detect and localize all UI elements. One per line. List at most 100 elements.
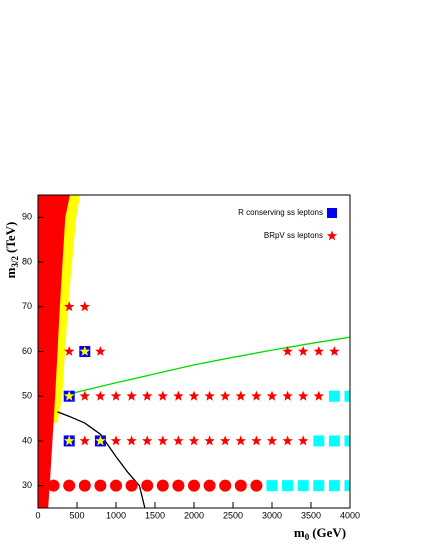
circle-marker <box>47 479 60 492</box>
star-marker <box>251 390 262 401</box>
star-marker <box>173 390 184 401</box>
circle-marker <box>156 479 169 492</box>
contour-line <box>57 411 146 508</box>
y-tick-label: 60 <box>22 346 32 356</box>
x-label-sub: 0 <box>305 532 310 542</box>
circle-marker <box>78 479 91 492</box>
square-marker <box>328 480 340 492</box>
y-label-unit: (TeV) <box>3 222 18 253</box>
y-tick-label: 80 <box>22 256 32 266</box>
y-label-sub: 3/2 <box>10 255 20 267</box>
star-marker <box>313 346 324 356</box>
star-marker <box>79 346 90 356</box>
x-tick-label: 0 <box>35 510 40 520</box>
star-marker <box>79 435 90 446</box>
x-tick-label: 3500 <box>301 510 321 520</box>
star-marker <box>220 435 231 446</box>
y-axis-label: m3/2 (TeV) <box>3 222 20 279</box>
legend-marker <box>326 230 338 241</box>
square-marker <box>328 435 340 447</box>
star-marker <box>313 390 324 401</box>
square-marker <box>282 480 294 492</box>
star-marker <box>157 390 168 401</box>
star-marker <box>64 390 75 401</box>
square-marker <box>328 390 340 402</box>
star-marker <box>266 435 278 446</box>
circle-marker <box>234 479 247 492</box>
star-marker <box>173 435 184 446</box>
square-marker <box>297 480 309 492</box>
star-marker <box>126 390 137 401</box>
legend-marker <box>327 208 337 218</box>
star-marker <box>282 390 293 401</box>
x-tick-label: 1500 <box>145 510 165 520</box>
star-marker <box>142 435 153 446</box>
square-marker <box>344 480 350 492</box>
star-marker <box>110 390 122 401</box>
x-tick-label: 3000 <box>262 510 282 520</box>
legend-label: R conserving ss leptons <box>238 208 323 217</box>
star-marker <box>157 435 168 446</box>
circle-marker <box>188 479 200 492</box>
star-marker <box>329 346 340 356</box>
contour-line <box>69 336 350 395</box>
y-tick-label: 40 <box>22 435 32 445</box>
star-marker <box>298 346 309 356</box>
x-label-main: m <box>294 525 305 540</box>
x-tick-label: 2500 <box>223 510 243 520</box>
star-marker <box>204 435 215 446</box>
star-marker <box>110 435 122 446</box>
star-marker <box>64 346 75 356</box>
star-marker <box>79 301 90 312</box>
star-marker <box>251 435 262 446</box>
star-marker <box>142 390 153 401</box>
circle-marker <box>219 479 232 492</box>
excluded-region <box>38 195 70 508</box>
x-label-unit: (GeV) <box>312 525 346 540</box>
x-tick-label: 500 <box>69 510 84 520</box>
star-marker <box>95 435 106 446</box>
star-marker <box>266 390 278 401</box>
square-marker <box>344 390 350 402</box>
y-tick-label: 50 <box>22 391 32 401</box>
circle-marker <box>110 479 122 492</box>
circle-marker <box>94 479 107 492</box>
star-marker <box>64 435 75 446</box>
circle-marker <box>250 479 263 492</box>
legend-label: BRpV ss leptons <box>264 231 323 240</box>
star-marker <box>298 390 309 401</box>
y-tick-label: 30 <box>22 480 32 490</box>
y-tick-label: 90 <box>22 212 32 222</box>
star-marker <box>220 390 231 401</box>
x-tick-label: 4000 <box>340 510 360 520</box>
y-tick-label: 70 <box>22 301 32 311</box>
star-marker <box>298 435 309 446</box>
star-marker <box>64 301 75 312</box>
star-marker <box>204 390 215 401</box>
square-marker <box>266 480 278 492</box>
star-marker <box>79 390 90 401</box>
star-marker <box>95 390 106 401</box>
star-marker <box>188 390 200 401</box>
star-marker <box>235 435 246 446</box>
x-axis-label: m0 (GeV) <box>294 525 346 542</box>
star-marker <box>126 435 137 446</box>
x-tick-label: 2000 <box>184 510 204 520</box>
square-marker <box>344 435 350 447</box>
star-marker <box>282 346 293 356</box>
star-marker <box>282 435 293 446</box>
star-marker <box>95 346 106 356</box>
circle-marker <box>63 479 76 492</box>
square-marker <box>313 480 325 492</box>
circle-marker <box>125 479 138 492</box>
x-tick-label: 1000 <box>106 510 126 520</box>
circle-marker <box>141 479 154 492</box>
star-marker <box>235 390 246 401</box>
star-marker <box>188 435 200 446</box>
y-label-main: m <box>3 267 18 278</box>
circle-marker <box>203 479 216 492</box>
square-marker <box>313 435 325 447</box>
plot-area <box>38 195 350 508</box>
